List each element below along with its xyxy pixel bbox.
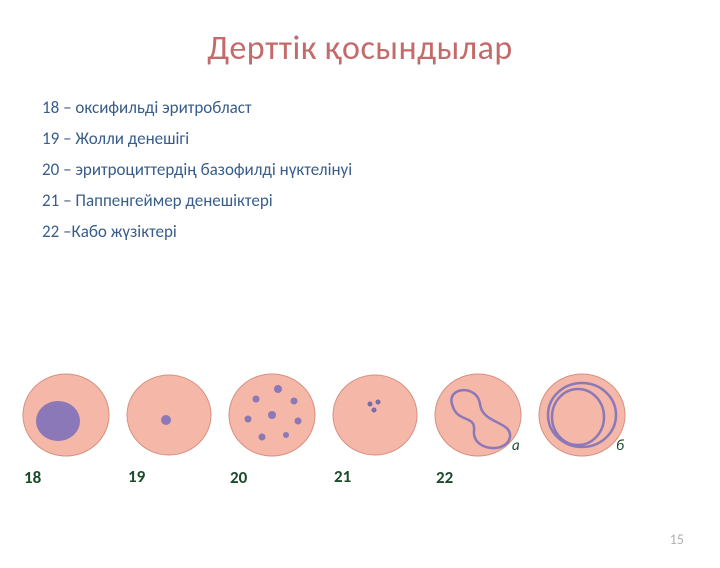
page-title: Дерттік қосындылар [0, 28, 720, 69]
cell-illustration [226, 369, 318, 461]
cell-number-label: 18 [24, 467, 41, 488]
cell-extra-5: б [536, 369, 628, 488]
cell-number-label: 19 [128, 466, 145, 487]
list-item: 21 – Паппенгеймер денешіктері [42, 190, 720, 211]
cell-illustration [432, 369, 524, 461]
cell-diagram-row: 18 19 20 21 а 22 б [20, 358, 700, 498]
cell-illustration [330, 370, 420, 460]
list-item: 18 – оксифильді эритробласт [42, 97, 720, 118]
list-item: 19 – Жолли денешігі [42, 128, 720, 149]
cell-22: а 22 [432, 369, 524, 488]
cell-sublabel: б [616, 437, 624, 455]
cell-illustration [124, 370, 214, 460]
cell-number-label: 22 [436, 467, 453, 488]
cell-21: 21 [330, 370, 420, 487]
cell-illustration [20, 369, 112, 461]
definition-list: 18 – оксифильді эритробласт 19 – Жолли д… [42, 97, 720, 242]
cell-illustration [536, 369, 628, 461]
list-item: 22 –Кабо жүзіктері [42, 221, 720, 242]
cell-number-label: 21 [334, 466, 351, 487]
cell-18: 18 [20, 369, 112, 488]
list-item: 20 – эритроциттердің базофилді нүктеліну… [42, 159, 720, 180]
cell-20: 20 [226, 369, 318, 488]
cell-sublabel: а [512, 437, 520, 455]
cell-19: 19 [124, 370, 214, 487]
cell-number-label: 20 [230, 467, 247, 488]
